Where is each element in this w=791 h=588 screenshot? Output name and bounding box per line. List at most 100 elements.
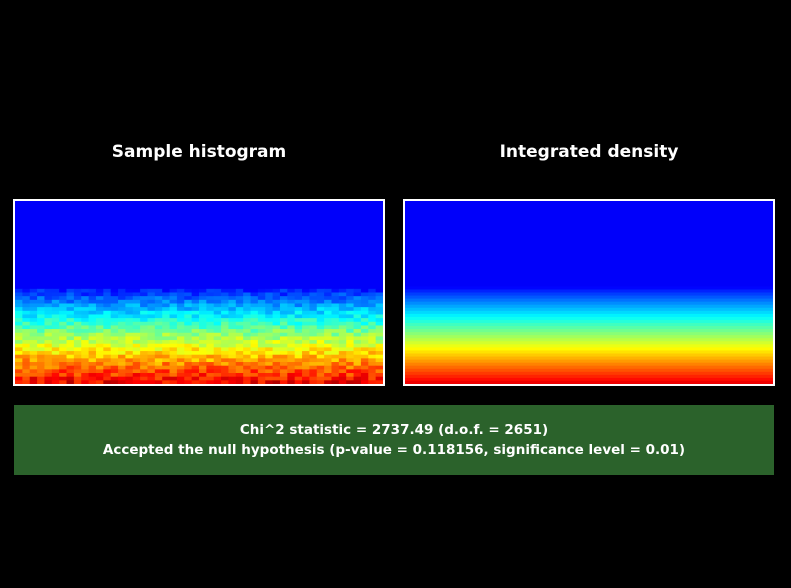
sample-histogram-cell: [191, 380, 200, 384]
sample-histogram-cell: [250, 281, 259, 286]
sample-histogram-cell: [235, 307, 244, 312]
sample-histogram-cell: [140, 318, 149, 323]
sample-histogram-cell: [73, 252, 82, 257]
sample-histogram-cell: [176, 376, 185, 381]
sample-histogram-cell: [22, 244, 31, 250]
sample-histogram-cell: [95, 310, 104, 316]
sample-histogram-cell: [176, 241, 185, 246]
sample-histogram-cell: [243, 321, 252, 327]
sample-histogram-cell: [368, 285, 377, 290]
sample-histogram-cell: [147, 347, 156, 352]
sample-histogram-cell: [324, 310, 333, 316]
integrated-density-cell: [405, 298, 773, 303]
sample-histogram-cell: [331, 380, 340, 384]
sample-histogram-cell: [324, 332, 333, 338]
chi-squared-result-panel: Chi^2 statistic = 2737.49 (d.o.f. = 2651…: [14, 405, 774, 475]
sample-histogram-cell: [81, 281, 90, 286]
sample-histogram-cell: [257, 274, 266, 279]
sample-histogram-cell: [243, 241, 252, 246]
sample-histogram-cell: [228, 244, 237, 250]
sample-histogram-cell: [360, 340, 369, 345]
sample-histogram-cell: [302, 292, 310, 297]
sample-histogram-cell: [324, 343, 333, 348]
sample-histogram-cell: [44, 244, 53, 250]
sample-histogram-cell: [272, 219, 281, 224]
sample-histogram-cell: [37, 314, 46, 319]
sample-histogram-cell: [287, 204, 296, 209]
sample-histogram-cell: [29, 201, 38, 206]
sample-histogram-cell: [265, 233, 274, 239]
sample-histogram-cell: [140, 281, 149, 286]
sample-histogram-cell: [51, 270, 60, 275]
sample-histogram-cell: [294, 380, 303, 384]
sample-histogram-cell: [272, 380, 281, 384]
sample-histogram-cell: [140, 369, 149, 374]
sample-histogram-cell: [257, 233, 266, 239]
sample-histogram-cell: [228, 380, 237, 384]
sample-histogram-cell: [331, 343, 340, 348]
sample-histogram-cell: [169, 288, 178, 294]
sample-histogram-cell: [243, 347, 252, 352]
sample-histogram-cell: [338, 241, 347, 246]
sample-histogram-cell: [66, 354, 75, 359]
sample-histogram-cell: [88, 362, 97, 367]
sample-histogram-cell: [176, 318, 185, 323]
sample-histogram-cell: [110, 362, 119, 367]
sample-histogram-cell: [29, 318, 38, 323]
sample-histogram-cell: [228, 230, 237, 235]
sample-histogram-cell: [15, 318, 23, 323]
sample-histogram-cell: [331, 318, 340, 323]
sample-histogram-cell: [228, 211, 237, 217]
sample-histogram-cell: [184, 204, 193, 209]
sample-histogram-cell: [176, 281, 185, 286]
sample-histogram-cell: [88, 274, 97, 279]
sample-histogram-cell: [95, 296, 104, 301]
sample-histogram-cell: [66, 318, 75, 323]
sample-histogram-cell: [37, 351, 46, 356]
sample-histogram-cell: [140, 230, 149, 235]
sample-histogram-cell: [15, 204, 23, 209]
sample-histogram-cell: [338, 288, 347, 294]
sample-histogram-cell: [360, 259, 369, 264]
sample-histogram-cell: [169, 237, 178, 242]
sample-histogram-cell: [331, 329, 340, 334]
sample-histogram-cell: [221, 201, 230, 206]
sample-histogram-cell: [22, 299, 31, 305]
sample-histogram-cell: [59, 219, 68, 224]
sample-histogram-cell: [51, 332, 60, 338]
integrated-density-cell: [405, 301, 773, 306]
sample-histogram-cell: [368, 252, 377, 257]
sample-histogram-cell: [346, 307, 355, 312]
sample-histogram-cell: [147, 325, 156, 330]
sample-histogram-cell: [51, 365, 60, 370]
sample-histogram-cell: [331, 303, 340, 308]
sample-histogram-cell: [132, 222, 141, 228]
sample-histogram-cell: [294, 252, 303, 257]
sample-histogram-cell: [294, 233, 303, 239]
sample-histogram-cell: [221, 285, 230, 290]
sample-histogram-cell: [243, 281, 252, 286]
sample-histogram-cell: [324, 325, 333, 330]
sample-histogram-cell: [88, 380, 97, 384]
sample-histogram-cell: [154, 259, 163, 264]
sample-histogram-cell: [265, 237, 274, 242]
sample-histogram-cell: [88, 288, 97, 294]
sample-histogram-cell: [95, 365, 104, 370]
sample-histogram-cell: [287, 233, 296, 239]
sample-histogram-cell: [235, 369, 244, 374]
sample-histogram-cell: [162, 255, 171, 261]
sample-histogram-cell: [265, 354, 274, 359]
sample-histogram-cell: [118, 255, 126, 261]
sample-histogram-cell: [221, 354, 230, 359]
sample-histogram-cell: [140, 325, 149, 330]
sample-histogram-cell: [331, 347, 340, 352]
sample-histogram-cell: [353, 347, 362, 352]
sample-histogram-cell: [309, 201, 318, 206]
sample-histogram-cell: [368, 347, 377, 352]
sample-histogram-cell: [302, 277, 310, 283]
sample-histogram-cell: [338, 299, 347, 305]
sample-histogram-cell: [22, 259, 31, 264]
sample-histogram-cell: [294, 373, 303, 378]
sample-histogram-cell: [199, 373, 207, 378]
sample-histogram-cell: [302, 281, 310, 286]
